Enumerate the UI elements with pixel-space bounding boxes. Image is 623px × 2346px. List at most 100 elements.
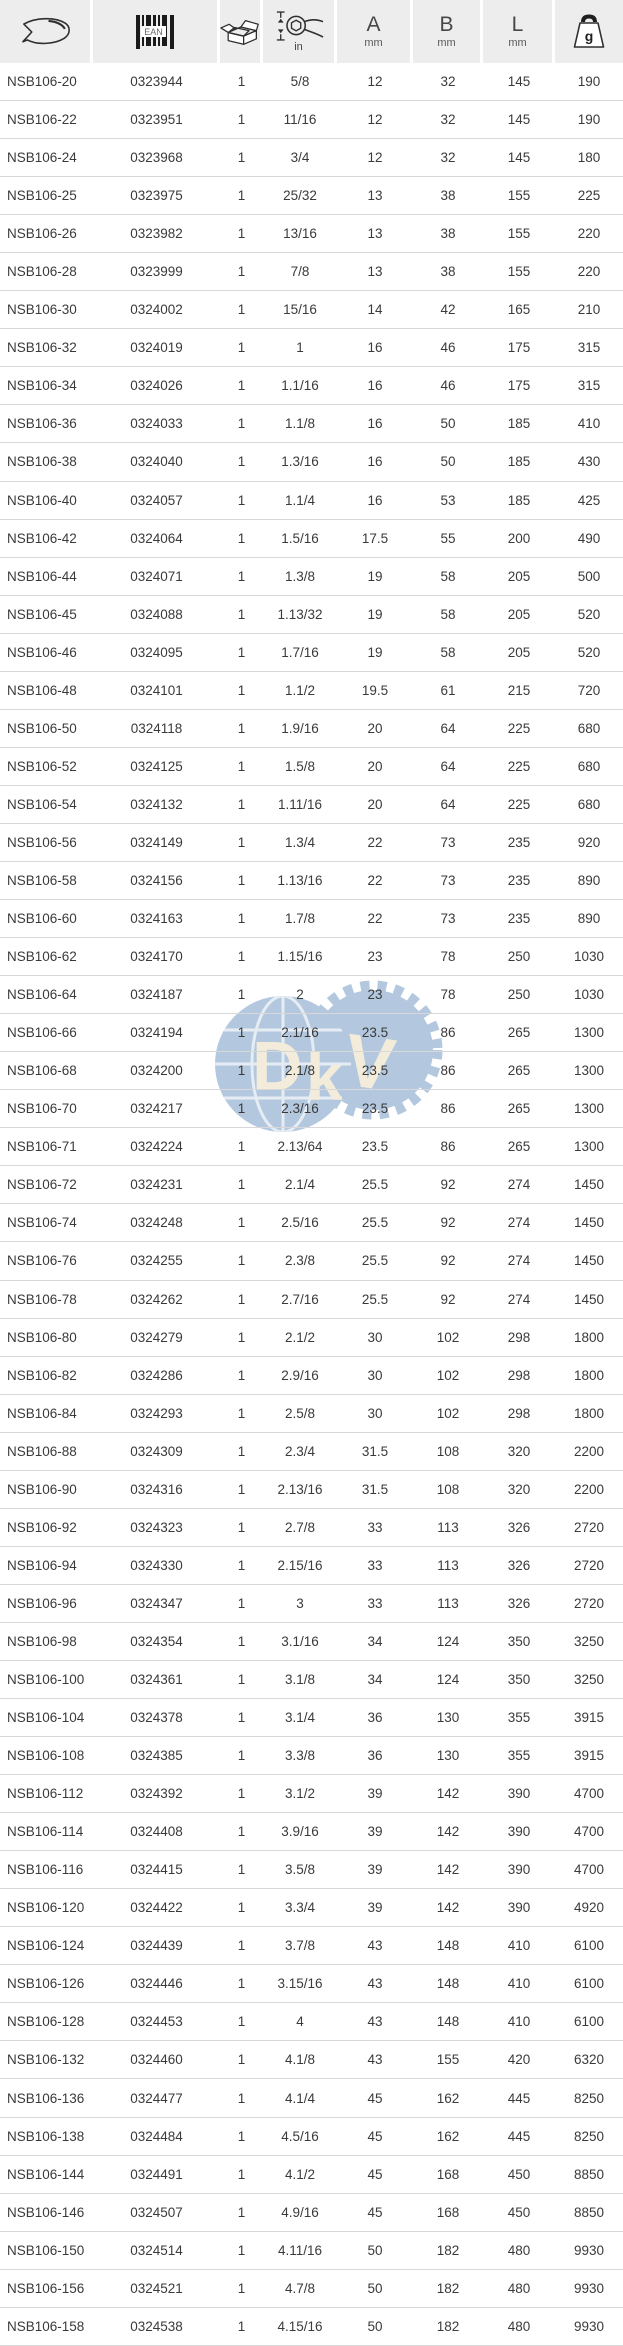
table-row: NSB106-54 0324132 1 1.11/16 20 64 225 680 <box>0 786 623 824</box>
header-article-number: EAN <box>93 0 220 63</box>
cell-pack-qty: 1 <box>220 1090 263 1129</box>
cell-weight-g: 190 <box>555 101 623 140</box>
cell-weight-g: 9930 <box>555 2270 623 2308</box>
table-row: NSB106-92 0324323 1 2.7/8 33 113 326 2720 <box>0 1509 623 1547</box>
table-row: NSB106-66 0324194 1 2.1/16 23.5 86 265 1300 <box>0 1014 623 1053</box>
cell-size-in: 1.7/8 <box>263 900 337 939</box>
cell-size-in: 4.9/16 <box>263 2194 337 2232</box>
cell-b-mm: 162 <box>413 2118 483 2156</box>
cell-pack-qty: 1 <box>220 2118 263 2156</box>
table-row: NSB106-40 0324057 1 1.1/4 16 53 185 425 <box>0 482 623 520</box>
cell-l-mm: 274 <box>483 1204 555 1243</box>
cell-weight-g: 9930 <box>555 2308 623 2346</box>
table-row: NSB106-52 0324125 1 1.5/8 20 64 225 680 <box>0 748 623 786</box>
cell-weight-g: 8250 <box>555 2079 623 2118</box>
cell-size-in: 3 <box>263 1585 337 1623</box>
cell-pack-qty: 1 <box>220 1204 263 1243</box>
cell-model: NSB106-26 <box>0 215 93 254</box>
cell-weight-g: 1300 <box>555 1014 623 1053</box>
cell-article-number: 0324149 <box>93 824 220 862</box>
cell-pack-qty: 1 <box>220 291 263 330</box>
cell-article-number: 0324026 <box>93 367 220 406</box>
cell-a-mm: 34 <box>337 1661 413 1700</box>
table-row: NSB106-24 0323968 1 3/4 12 32 145 180 <box>0 139 623 178</box>
cell-model: NSB106-48 <box>0 672 93 710</box>
cell-l-mm: 145 <box>483 101 555 140</box>
table-row: NSB106-94 0324330 1 2.15/16 33 113 326 2720 <box>0 1547 623 1585</box>
table-row: NSB106-144 0324491 1 4.1/2 45 168 450 8850 <box>0 2156 623 2194</box>
table-row: NSB106-60 0324163 1 1.7/8 22 73 235 890 <box>0 900 623 939</box>
cell-b-mm: 73 <box>413 900 483 939</box>
cell-article-number: 0324446 <box>93 1965 220 2004</box>
table-row: NSB106-74 0324248 1 2.5/16 25.5 92 274 1450 <box>0 1204 623 1243</box>
cell-a-mm: 13 <box>337 177 413 216</box>
header-dim-l: L mm <box>483 0 555 63</box>
cell-l-mm: 175 <box>483 329 555 368</box>
cell-size-in: 3.7/8 <box>263 1927 337 1966</box>
cell-model: NSB106-71 <box>0 1128 93 1167</box>
cell-size-in: 1.3/8 <box>263 558 337 596</box>
table-row: NSB106-68 0324200 1 2.1/8 23.5 86 265 1300 <box>0 1052 623 1091</box>
cell-weight-g: 6100 <box>555 1927 623 1966</box>
cell-weight-g: 1030 <box>555 938 623 977</box>
table-row: NSB106-78 0324262 1 2.7/16 25.5 92 274 1450 <box>0 1281 623 1319</box>
cell-size-in: 1.3/4 <box>263 824 337 862</box>
cell-model: NSB106-126 <box>0 1965 93 2004</box>
cell-l-mm: 145 <box>483 63 555 102</box>
cell-size-in: 1.15/16 <box>263 938 337 977</box>
cell-l-mm: 265 <box>483 1090 555 1129</box>
cell-model: NSB106-124 <box>0 1927 93 1966</box>
table-row: NSB106-48 0324101 1 1.1/2 19.5 61 215 720 <box>0 672 623 710</box>
cell-l-mm: 250 <box>483 938 555 977</box>
cell-size-in: 2.1/16 <box>263 1014 337 1053</box>
cell-pack-qty: 1 <box>220 2308 263 2346</box>
cell-size-in: 3.9/16 <box>263 1813 337 1852</box>
cell-model: NSB106-70 <box>0 1090 93 1129</box>
cell-pack-qty: 1 <box>220 1433 263 1471</box>
cell-model: NSB106-92 <box>0 1509 93 1547</box>
cell-pack-qty: 1 <box>220 634 263 672</box>
cell-pack-qty: 1 <box>220 1357 263 1395</box>
cell-l-mm: 390 <box>483 1813 555 1852</box>
cell-article-number: 0323975 <box>93 177 220 216</box>
cell-pack-qty: 1 <box>220 329 263 368</box>
cell-size-in: 1.13/32 <box>263 596 337 634</box>
cell-a-mm: 43 <box>337 2003 413 2042</box>
cell-article-number: 0324194 <box>93 1014 220 1053</box>
cell-weight-g: 1300 <box>555 1090 623 1129</box>
cell-b-mm: 58 <box>413 634 483 672</box>
cell-a-mm: 39 <box>337 1889 413 1928</box>
cell-a-mm: 30 <box>337 1357 413 1395</box>
cell-b-mm: 102 <box>413 1319 483 1357</box>
cell-weight-g: 520 <box>555 634 623 672</box>
cell-b-mm: 64 <box>413 748 483 786</box>
cell-size-in: 1.9/16 <box>263 710 337 748</box>
cell-b-mm: 92 <box>413 1242 483 1281</box>
cell-weight-g: 315 <box>555 367 623 406</box>
cell-model: NSB106-42 <box>0 520 93 558</box>
table-row: NSB106-124 0324439 1 3.7/8 43 148 410 6100 <box>0 1927 623 1966</box>
cell-weight-g: 190 <box>555 63 623 102</box>
cell-model: NSB106-36 <box>0 405 93 444</box>
cell-l-mm: 390 <box>483 1775 555 1814</box>
cell-b-mm: 142 <box>413 1775 483 1814</box>
cell-pack-qty: 1 <box>220 2232 263 2270</box>
cell-l-mm: 155 <box>483 215 555 254</box>
cell-model: NSB106-116 <box>0 1851 93 1890</box>
cell-weight-g: 1800 <box>555 1395 623 1433</box>
table-row: NSB106-56 0324149 1 1.3/4 22 73 235 920 <box>0 824 623 862</box>
cell-l-mm: 250 <box>483 976 555 1015</box>
cell-model: NSB106-60 <box>0 900 93 939</box>
table-row: NSB106-45 0324088 1 1.13/32 19 58 205 520 <box>0 596 623 634</box>
table-row: NSB106-112 0324392 1 3.1/2 39 142 390 4700 <box>0 1775 623 1814</box>
cell-pack-qty: 1 <box>220 1585 263 1623</box>
cell-l-mm: 450 <box>483 2156 555 2194</box>
cell-a-mm: 23.5 <box>337 1090 413 1129</box>
cell-a-mm: 30 <box>337 1395 413 1433</box>
cell-article-number: 0324293 <box>93 1395 220 1433</box>
cell-size-in: 4.5/16 <box>263 2118 337 2156</box>
cell-pack-qty: 1 <box>220 1014 263 1053</box>
cell-pack-qty: 1 <box>220 1319 263 1357</box>
cell-b-mm: 108 <box>413 1471 483 1509</box>
cell-model: NSB106-68 <box>0 1052 93 1091</box>
